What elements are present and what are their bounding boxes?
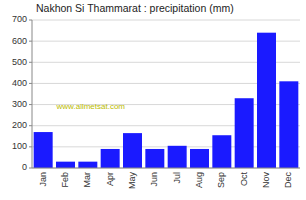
bar [257,33,276,168]
bars [34,33,299,168]
bar [168,146,187,168]
x-tick-label: Aug [194,172,204,188]
y-tick-label: 500 [12,57,27,67]
y-tick-label: 100 [12,141,27,151]
chart: 0 100 200 300 400 500 600 700 Jan Feb Mar Apr May Jun… [0,0,306,200]
x-tick-label: Nov [261,172,271,189]
y-tick-label: 200 [12,120,27,130]
bar [190,149,209,168]
y-tick-label: 600 [12,36,27,46]
x-tick-label: May [127,172,137,190]
x-tick-label: Feb [60,172,70,188]
x-axis [32,168,300,169]
y-tick-label: 0 [22,162,27,172]
y-tick-label: 700 [12,14,27,24]
x-tick-label: Dec [283,172,293,189]
y-axis [32,20,33,168]
bar [279,81,298,168]
bar [56,162,75,168]
x-tick-label: Mar [82,172,92,188]
bar [235,98,254,168]
chart-container: 0 100 200 300 400 500 600 700 Jan Feb Mar Apr May Jun… [0,0,306,200]
x-tick-label: Jun [149,172,159,187]
bar [78,162,97,168]
bar [145,149,164,168]
title: Nakhon Si Thammarat : precipitation (mm) [36,2,234,14]
x-tick-label: Jul [172,172,182,184]
watermark: www.allmetsat.com [56,102,126,111]
x-tick-label: Sep [216,172,226,188]
bar [101,149,120,168]
grid [32,20,300,168]
y-tick-label: 400 [12,78,27,88]
bar [123,133,142,168]
grid-line [32,20,300,21]
x-tick-label: Oct [239,172,249,187]
grid-line [32,168,300,169]
y-tick-label: 300 [12,99,27,109]
x-tick-label: Apr [105,172,115,186]
bar [34,132,53,168]
bar [212,135,231,168]
x-tick-label: Jan [38,172,48,187]
